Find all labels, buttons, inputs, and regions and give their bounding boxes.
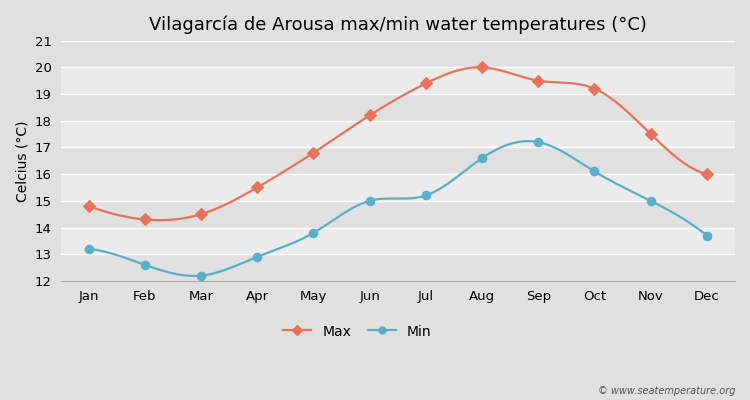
Point (308, 230, 320, 236)
Point (420, 80, 432, 86)
Bar (61, 121, 735, 148)
Bar (61, 201, 735, 228)
Point (589, 86, 601, 92)
Point (364, 112, 376, 118)
Point (701, 232, 713, 239)
Bar (61, 148, 735, 174)
Bar (61, 254, 735, 281)
Point (251, 254, 263, 260)
Point (701, 171, 713, 177)
Bar (61, 174, 735, 201)
Point (532, 139, 544, 145)
Point (195, 211, 207, 217)
Bar (61, 67, 735, 94)
Point (364, 198, 376, 204)
Point (195, 272, 207, 279)
Point (532, 78, 544, 84)
Y-axis label: Celcius (°C): Celcius (°C) (15, 120, 29, 202)
Point (420, 192, 432, 199)
Point (589, 168, 601, 175)
Title: Vilagarcía de Arousa max/min water temperatures (°C): Vilagarcía de Arousa max/min water tempe… (148, 15, 646, 34)
Point (251, 184, 263, 191)
Text: © www.seatemperature.org: © www.seatemperature.org (598, 386, 735, 396)
Point (139, 262, 151, 268)
Point (308, 150, 320, 156)
Point (645, 198, 657, 204)
Point (645, 131, 657, 137)
Point (82, 203, 94, 209)
Point (476, 155, 488, 161)
Point (476, 64, 488, 70)
Point (139, 216, 151, 223)
Bar (61, 41, 735, 67)
Bar (61, 228, 735, 254)
Point (82, 246, 94, 252)
Bar (61, 94, 735, 121)
Legend: Max, Min: Max, Min (278, 319, 436, 344)
